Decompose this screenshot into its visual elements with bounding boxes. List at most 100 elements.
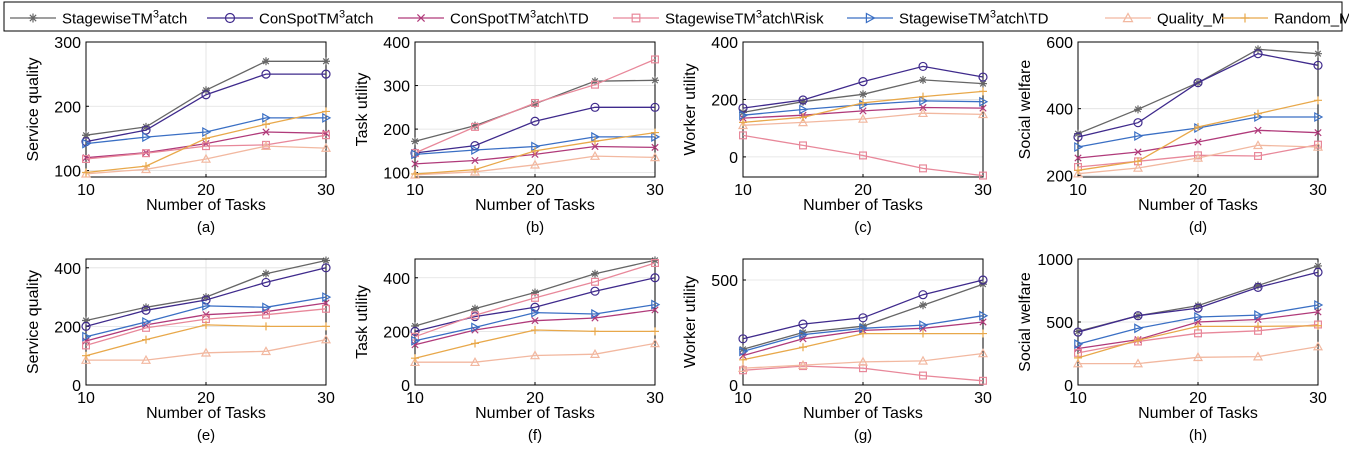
x-axis-label: Number of Tasks: [146, 405, 266, 422]
data-series: [1073, 49, 1323, 142]
data-point-marker: [530, 302, 540, 312]
series-line: [85, 296, 327, 338]
data-point-marker: [411, 322, 419, 331]
x-axis-label: Number of Tasks: [475, 405, 595, 422]
data-point-marker: [1314, 261, 1322, 270]
chart-panel: 10 20 30 100 200 300 400 Number of Tasks Task ut…: [354, 35, 664, 236]
data-point-marker: [978, 171, 987, 180]
data-point-marker: [859, 329, 867, 338]
data-point-marker: [1074, 166, 1082, 175]
series-line: [742, 365, 984, 382]
data-point-marker: [738, 131, 747, 140]
data-series: [80, 334, 332, 364]
data-point-marker: [142, 122, 150, 131]
x-axis-label: Number of Tasks: [1138, 405, 1258, 422]
series-line: [742, 134, 984, 177]
data-series: [1074, 299, 1324, 350]
data-point-marker: [142, 132, 152, 143]
x-tick-label: 30: [1309, 182, 1327, 199]
data-point-marker: [1194, 123, 1202, 131]
data-point-marker: [469, 356, 481, 367]
data-point-marker: [322, 112, 332, 123]
data-point-marker: [411, 169, 419, 178]
data-point-marker: [261, 277, 271, 288]
data-point-marker: [979, 104, 987, 112]
data-point-marker: [322, 57, 330, 66]
data-point-marker: [141, 305, 151, 315]
data-point-marker: [589, 150, 601, 160]
data-point-marker: [1254, 322, 1262, 331]
data-series: [411, 256, 659, 331]
data-point-marker: [262, 310, 271, 319]
x-tick-label: 30: [646, 182, 664, 199]
data-point-marker: [531, 146, 539, 155]
data-point-marker: [797, 117, 809, 127]
data-point-marker: [591, 327, 599, 336]
data-point-marker: [471, 122, 480, 131]
x-tick-label: 30: [317, 390, 335, 407]
data-series: [411, 259, 659, 341]
data-point-marker: [322, 256, 330, 265]
y-axis-label: Service quality: [25, 270, 42, 374]
chart-panel: 10 20 30 0 500 1000 Number of Tasks Social welf…: [1017, 252, 1327, 444]
legend-label-sup: 3: [756, 9, 762, 21]
x-tick-label: 30: [646, 390, 664, 407]
data-point-marker: [739, 351, 747, 360]
data-point-marker: [1074, 129, 1082, 138]
x-tick-label: 20: [197, 390, 215, 407]
data-series: [1073, 267, 1323, 337]
data-point-marker: [978, 376, 987, 385]
data-point-marker: [1314, 111, 1324, 123]
legend-label-suffix: atch: [159, 11, 187, 28]
data-series: [411, 55, 659, 158]
x-tick-label: 20: [1189, 390, 1207, 407]
x-axis-label: Number of Tasks: [146, 197, 266, 214]
data-series: [81, 131, 331, 164]
y-axis-label: Social welfare: [1017, 60, 1034, 160]
data-point-marker: [799, 335, 807, 343]
data-series: [738, 275, 988, 344]
data-point-marker: [918, 164, 927, 173]
legend-label-sup: 3: [990, 9, 996, 21]
data-point-marker: [1314, 321, 1322, 330]
data-point-marker: [651, 143, 659, 152]
data-point-marker: [1073, 132, 1083, 142]
data-point-marker: [1194, 138, 1202, 146]
data-point-marker: [859, 90, 867, 99]
data-point-marker: [798, 95, 808, 105]
data-point-marker: [1253, 152, 1262, 161]
data-series: [1074, 126, 1322, 162]
x-tick-label: 10: [406, 182, 424, 199]
data-point-marker: [1314, 96, 1322, 105]
series-line: [1077, 144, 1319, 175]
data-point-marker: [1313, 140, 1322, 149]
data-point-marker: [1314, 308, 1322, 316]
data-point-marker: [1134, 130, 1144, 142]
series-line: [1078, 345, 1319, 365]
data-series: [1072, 140, 1324, 178]
data-point-marker: [200, 347, 212, 357]
data-series: [1072, 341, 1324, 368]
series-line: [742, 315, 984, 353]
data-point-marker: [81, 155, 90, 164]
series-line: [1077, 53, 1319, 138]
data-point-marker: [858, 151, 867, 160]
data-series: [738, 61, 988, 113]
data-point-marker: [1313, 267, 1323, 277]
data-point-marker: [739, 118, 747, 127]
data-series: [82, 320, 330, 360]
data-point-marker: [591, 142, 599, 151]
data-point-marker: [1252, 351, 1264, 361]
data-series: [81, 263, 331, 331]
data-point-marker: [979, 318, 987, 326]
legend-label-name: ConSpotTM: [259, 11, 339, 28]
data-point-marker: [919, 103, 927, 112]
data-point-marker: [142, 335, 150, 344]
data-point-marker: [1194, 322, 1202, 331]
data-point-marker: [979, 329, 987, 338]
data-point-marker: [1194, 301, 1202, 310]
data-point-marker: [471, 156, 479, 165]
legend-entry: StagewiseTM3atch: [10, 9, 187, 28]
series-line: [85, 134, 327, 160]
legend-label: ConSpotTM3atch: [259, 9, 374, 28]
